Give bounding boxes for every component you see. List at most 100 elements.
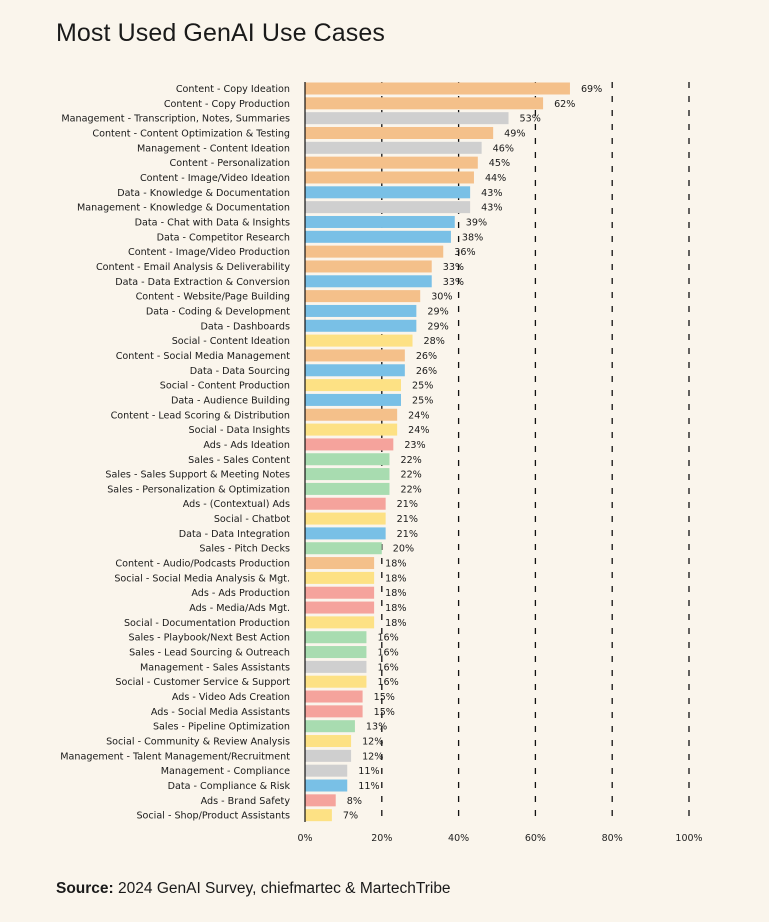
category-label: Content - Image/Video Production	[128, 247, 290, 258]
value-label: 33%	[443, 262, 464, 273]
value-label: 16%	[377, 677, 398, 688]
source-label: Source:	[56, 880, 114, 897]
bar	[305, 557, 375, 570]
category-label: Sales - Sales Content	[188, 455, 290, 466]
bar	[305, 497, 386, 510]
category-label: Data - Knowledge & Documentation	[117, 188, 290, 199]
value-label: 43%	[481, 203, 502, 214]
bar	[305, 690, 363, 703]
value-label: 18%	[385, 603, 406, 614]
category-label: Data - Compliance & Risk	[168, 781, 291, 792]
value-label: 36%	[454, 247, 475, 258]
value-label: 24%	[408, 410, 429, 421]
chart-title: Most Used GenAI Use Cases	[56, 19, 386, 47]
bar	[305, 660, 367, 673]
bar	[305, 201, 471, 214]
value-label: 44%	[485, 173, 506, 184]
value-label: 29%	[427, 306, 448, 317]
value-label: 12%	[362, 737, 383, 748]
bar	[305, 141, 482, 154]
category-label: Sales - Lead Sourcing & Outreach	[129, 648, 290, 659]
bar	[305, 779, 348, 792]
x-tick-label: 0%	[297, 833, 312, 844]
category-label: Sales - Pipeline Optimization	[153, 722, 290, 733]
value-label: 22%	[400, 484, 421, 495]
category-label: Ads - Video Ads Creation	[172, 692, 290, 703]
category-label: Ads - (Contextual) Ads	[183, 499, 290, 510]
bar	[305, 675, 367, 688]
category-label: Management - Knowledge & Documentation	[77, 203, 290, 214]
category-label: Data - Coding & Development	[146, 306, 290, 317]
value-label: 43%	[481, 188, 502, 199]
category-label: Management - Compliance	[161, 766, 290, 777]
bar	[305, 171, 474, 184]
source-footer: Source: 2024 GenAI Survey, chiefmartec &…	[56, 880, 451, 898]
value-label: 21%	[397, 514, 418, 525]
category-label: Social - Community & Review Analysis	[106, 737, 290, 748]
value-label: 24%	[408, 425, 429, 436]
bar	[305, 809, 332, 822]
category-label: Data - Competitor Research	[157, 232, 290, 243]
category-label: Content - Copy Production	[164, 99, 290, 110]
category-label: Social - Shop/Product Assistants	[136, 811, 290, 822]
bar	[305, 334, 413, 347]
bar	[305, 423, 398, 436]
category-label: Social - Content Ideation	[172, 336, 290, 347]
value-label: 46%	[493, 143, 514, 154]
value-label: 16%	[377, 633, 398, 644]
category-label: Content - Image/Video Ideation	[140, 173, 290, 184]
value-label: 45%	[489, 158, 510, 169]
category-label: Management - Talent Management/Recruitme…	[60, 751, 290, 762]
bar	[305, 290, 421, 303]
category-label: Data - Data Extraction & Conversion	[115, 277, 290, 288]
bar	[305, 126, 494, 139]
category-label: Social - Data Insights	[189, 425, 290, 436]
value-label: 29%	[427, 321, 448, 332]
bar	[305, 720, 355, 733]
bar-chart: 0% 20% 40% 60% 80% 100% Content - Copy Ideatio…	[60, 82, 703, 844]
value-label: 8%	[347, 796, 362, 807]
category-label: Social - Chatbot	[214, 514, 290, 525]
value-label: 21%	[397, 499, 418, 510]
value-label: 49%	[504, 128, 525, 139]
value-label: 21%	[397, 529, 418, 540]
bar	[305, 527, 386, 540]
category-label: Data - Data Sourcing	[190, 366, 290, 377]
bar	[305, 764, 348, 777]
category-label: Sales - Sales Support & Meeting Notes	[105, 470, 290, 481]
value-label: 13%	[366, 722, 387, 733]
category-label: Content - Lead Scoring & Distribution	[111, 410, 290, 421]
bar	[305, 408, 398, 421]
value-label: 28%	[424, 336, 445, 347]
bar	[305, 97, 544, 110]
value-label: 26%	[416, 351, 437, 362]
value-label: 7%	[343, 811, 358, 822]
category-label: Ads - Brand Safety	[201, 796, 291, 807]
category-label: Management - Sales Assistants	[140, 662, 290, 673]
bar	[305, 453, 390, 466]
category-label: Sales - Personalization & Optimization	[107, 484, 290, 495]
bar	[305, 319, 417, 332]
category-label: Sales - Playbook/Next Best Action	[129, 633, 290, 644]
value-label: 69%	[581, 84, 602, 95]
category-label: Data - Dashboards	[200, 321, 290, 332]
bar	[305, 393, 401, 406]
value-label: 22%	[400, 470, 421, 481]
bar	[305, 349, 405, 362]
category-label: Ads - Media/Ads Mgt.	[189, 603, 290, 614]
value-label: 20%	[393, 544, 414, 555]
value-label: 26%	[416, 366, 437, 377]
category-label: Data - Chat with Data & Insights	[135, 217, 290, 228]
bar	[305, 601, 375, 614]
category-label: Data - Audience Building	[171, 395, 290, 406]
bar	[305, 275, 432, 288]
category-label: Management - Transcription, Notes, Summa…	[61, 114, 290, 125]
category-label: Social - Social Media Analysis & Mgt.	[114, 573, 290, 584]
value-label: 25%	[412, 395, 433, 406]
bar	[305, 542, 382, 555]
bar	[305, 586, 375, 599]
category-label: Ads - Ads Production	[191, 588, 290, 599]
bar	[305, 112, 509, 125]
bar	[305, 186, 471, 199]
